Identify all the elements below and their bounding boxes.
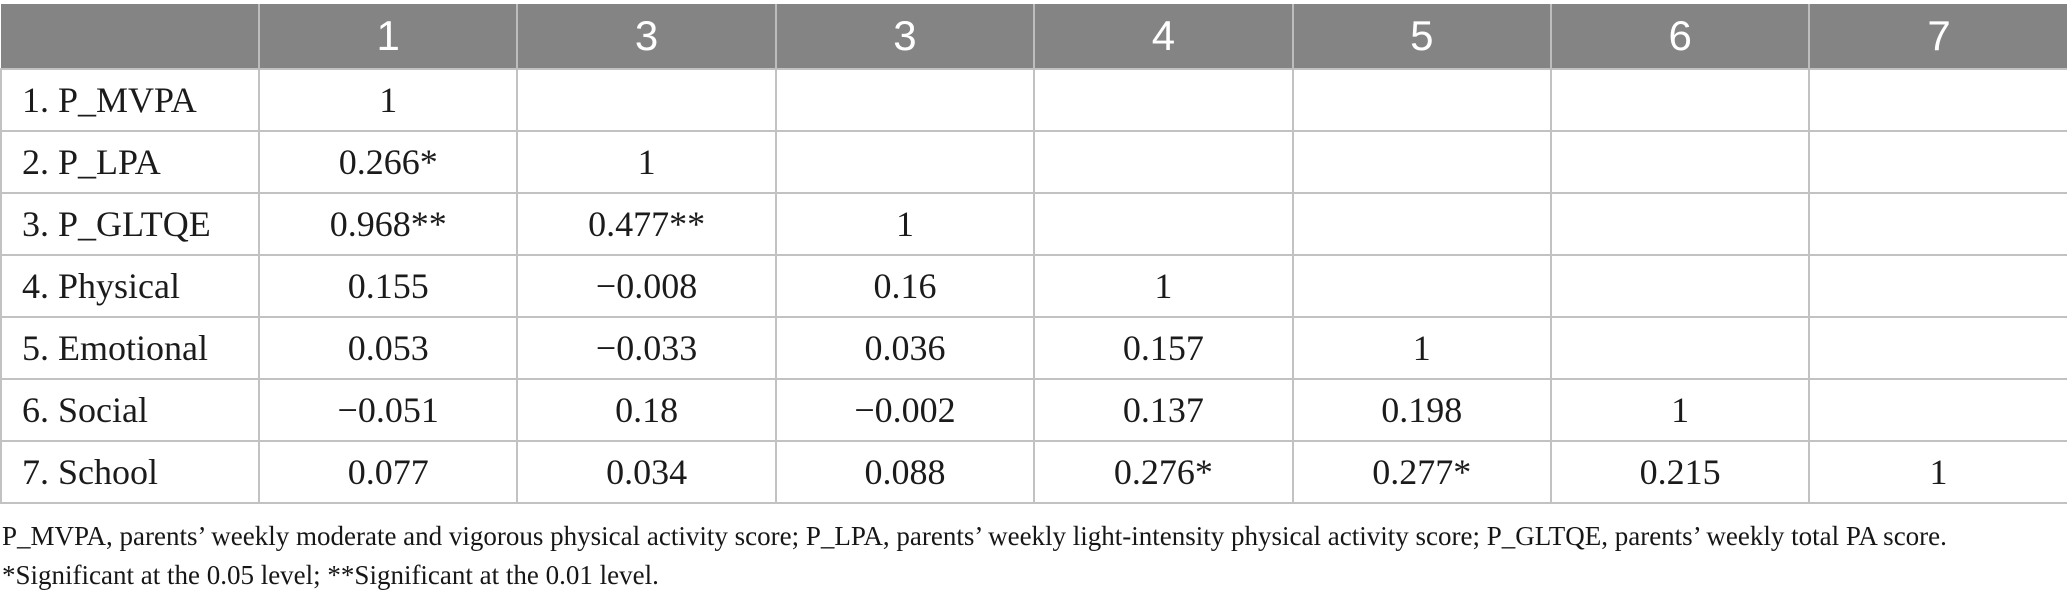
column-header-5: 5 [1291, 4, 1551, 69]
cell [516, 68, 777, 132]
cell: 0.077 [257, 440, 519, 504]
cell: 0.266* [257, 130, 519, 194]
column-header-4: 4 [1033, 4, 1293, 69]
cell [1291, 254, 1552, 318]
cell [1808, 316, 2067, 380]
cell: −0.008 [516, 254, 777, 318]
cell [774, 130, 1036, 194]
column-header-7: 7 [1808, 4, 2067, 69]
cell: 1 [257, 68, 519, 132]
cell: 1 [1033, 254, 1294, 318]
cell [1291, 130, 1552, 194]
cell: 0.157 [1033, 316, 1294, 380]
cell [1549, 68, 1811, 132]
cell [1549, 192, 1811, 256]
cell: 0.968** [257, 192, 519, 256]
cell: −0.033 [516, 316, 777, 380]
cell: 1 [1291, 316, 1552, 380]
cell [1808, 68, 2067, 132]
cell [1808, 254, 2067, 318]
cell: 1 [1549, 378, 1811, 442]
cell [1291, 68, 1552, 132]
cell: 0.18 [516, 378, 777, 442]
table-row: 3. P_GLTQE 0.968** 0.477** 1 [0, 192, 2067, 256]
cell [1549, 316, 1811, 380]
row-label: 4. Physical [0, 254, 260, 318]
table-header-row: 1 3 3 4 5 6 7 [1, 4, 2067, 69]
cell [1808, 378, 2067, 442]
cell: 0.034 [516, 440, 777, 504]
table-row: 2. P_LPA 0.266* 1 [0, 130, 2067, 194]
cell [1291, 192, 1552, 256]
cell [1549, 254, 1811, 318]
cell [1549, 130, 1811, 194]
cell [1808, 192, 2067, 256]
row-label: 5. Emotional [0, 316, 260, 380]
column-header-2: 3 [516, 4, 776, 69]
row-label: 7. School [0, 440, 260, 504]
cell: −0.051 [257, 378, 519, 442]
footnote-abbreviations: P_MVPA, parents’ weekly moderate and vig… [2, 521, 1947, 551]
table-row: 4. Physical 0.155 −0.008 0.16 1 [0, 254, 2067, 318]
cell: 0.277* [1291, 440, 1552, 504]
table-row: 5. Emotional 0.053 −0.033 0.036 0.157 1 [0, 316, 2067, 380]
cell: 0.155 [257, 254, 519, 318]
cell [1033, 192, 1294, 256]
cell [774, 68, 1036, 132]
cell: 1 [516, 130, 777, 194]
cell: 0.276* [1033, 440, 1294, 504]
cell [1033, 68, 1294, 132]
header-corner-cell [1, 4, 259, 69]
cell [1808, 130, 2067, 194]
column-header-3: 3 [774, 4, 1035, 69]
footnote-significance: *Significant at the 0.05 level; **Signif… [2, 560, 659, 590]
cell: −0.002 [774, 378, 1036, 442]
row-label: 6. Social [0, 378, 260, 442]
row-label: 2. P_LPA [0, 130, 260, 194]
cell: 0.198 [1291, 378, 1552, 442]
table-row: 7. School 0.077 0.034 0.088 0.276* 0.277… [0, 440, 2067, 504]
cell: 0.477** [516, 192, 777, 256]
table-row: 6. Social −0.051 0.18 −0.002 0.137 0.198… [0, 378, 2067, 442]
cell: 0.16 [774, 254, 1036, 318]
cell: 1 [1808, 440, 2067, 504]
correlation-table-page: 1 3 3 4 5 6 7 1. P_MVPA 1 2. P_LPA [0, 4, 2067, 598]
table-footnotes: P_MVPA, parents’ weekly moderate and vig… [2, 517, 2067, 595]
cell: 0.215 [1549, 440, 1811, 504]
cell [1033, 130, 1294, 194]
cell: 0.137 [1033, 378, 1294, 442]
table-row: 1. P_MVPA 1 [0, 68, 2067, 132]
cell: 0.053 [257, 316, 519, 380]
cell: 0.036 [774, 316, 1036, 380]
correlation-table: 1 3 3 4 5 6 7 1. P_MVPA 1 2. P_LPA [0, 4, 2067, 504]
row-label: 3. P_GLTQE [0, 192, 260, 256]
cell: 0.088 [774, 440, 1036, 504]
column-header-1: 1 [257, 4, 518, 69]
row-label: 1. P_MVPA [0, 68, 260, 132]
column-header-6: 6 [1549, 4, 1810, 69]
cell: 1 [774, 192, 1036, 256]
